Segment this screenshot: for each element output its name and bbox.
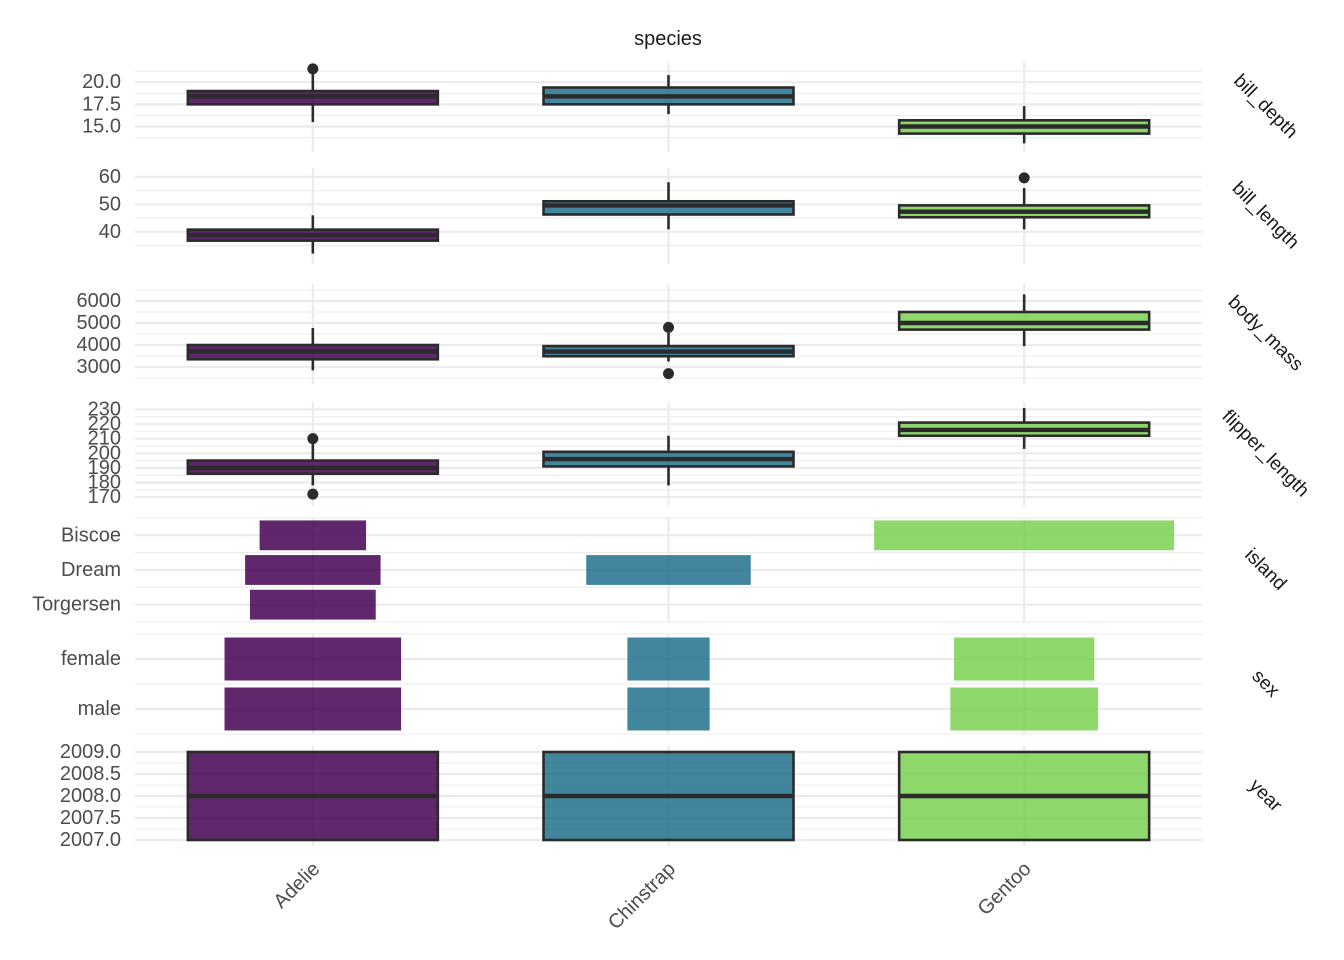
bar-sex-chinstrap-male xyxy=(627,687,710,731)
box-body-mass-gentoo xyxy=(897,294,1151,347)
facet-sex: sex female male xyxy=(61,633,1284,735)
y-tick-label-flipper-length: 190 xyxy=(88,457,121,479)
y-tick-label-sex: male xyxy=(78,698,121,720)
box-flipper-length-gentoo xyxy=(897,408,1151,449)
y-tick-label-year: 2007.0 xyxy=(60,829,121,851)
facet-bill-depth: bill_depth 15.017.520.0 xyxy=(82,62,1302,152)
y-tick-label-bill-length: 50 xyxy=(99,193,121,215)
y-tick-label-year: 2008.0 xyxy=(60,785,121,807)
facet-label-island: island xyxy=(1240,545,1290,595)
y-tick-label-year: 2009.0 xyxy=(60,741,121,763)
box-year-chinstrap xyxy=(542,750,795,842)
box-bill-length-gentoo xyxy=(897,172,1151,230)
y-tick-label-island: Torgersen xyxy=(32,594,121,616)
x-tick-label-adelie: Adelie xyxy=(269,858,324,913)
facet-island: island Biscoe Dream Torgersen xyxy=(32,517,1290,623)
facet-label-bill-depth: bill_depth xyxy=(1229,70,1301,142)
y-tick-label-island: Biscoe xyxy=(61,524,121,546)
box-flipper-length-adelie xyxy=(186,433,440,500)
y-tick-label-flipper-length: 170 xyxy=(88,486,121,508)
outlier-point xyxy=(307,488,319,500)
y-tick-label-body-mass: 6000 xyxy=(77,290,122,312)
outlier-point xyxy=(1018,172,1030,184)
y-tick-label-bill-depth: 15.0 xyxy=(82,116,121,138)
y-tick-label-flipper-length: 200 xyxy=(88,442,121,464)
box-year-adelie xyxy=(186,750,440,842)
y-tick-label-bill-depth: 17.5 xyxy=(82,93,121,115)
facet-label-body-mass: body_mass xyxy=(1224,292,1308,376)
outlier-point xyxy=(663,368,674,380)
y-tick-label-island: Dream xyxy=(61,559,121,581)
box-flipper-length-chinstrap xyxy=(542,435,795,486)
outlier-point xyxy=(307,433,319,445)
bar-sex-gentoo-female xyxy=(954,637,1095,681)
y-tick-label-year: 2007.5 xyxy=(60,807,121,829)
y-tick-label-flipper-length: 220 xyxy=(88,413,121,435)
plot-layer: bill_depth15.017.520.0bill_length405060b… xyxy=(32,62,1313,934)
box-bill-length-adelie xyxy=(186,215,440,254)
chart-title: species xyxy=(634,28,702,50)
bar-sex-adelie-male xyxy=(224,687,402,731)
bar-island-gentoo-biscoe xyxy=(874,520,1175,551)
bar-island-adelie-biscoe xyxy=(259,520,367,551)
facet-label-sex: sex xyxy=(1247,666,1283,702)
box-bill-depth-adelie xyxy=(186,63,440,123)
box-bill-depth-chinstrap xyxy=(542,75,795,115)
bar-island-chinstrap-dream xyxy=(586,555,751,585)
facet-label-year: year xyxy=(1245,775,1286,816)
outlier-point xyxy=(663,321,674,333)
box-bill-length-chinstrap xyxy=(542,182,795,230)
box-year-gentoo xyxy=(897,750,1151,842)
bar-sex-gentoo-male xyxy=(950,687,1098,731)
box-body-mass-adelie xyxy=(186,327,440,371)
y-tick-label-year: 2008.5 xyxy=(60,763,121,785)
y-tick-label-bill-depth: 20.0 xyxy=(82,71,121,93)
bar-sex-adelie-female xyxy=(224,637,402,681)
y-tick-label-bill-length: 40 xyxy=(99,221,121,243)
y-tick-label-flipper-length: 210 xyxy=(88,428,121,450)
box-body-mass-chinstrap xyxy=(542,321,795,380)
outlier-point xyxy=(307,63,319,75)
y-tick-label-sex: female xyxy=(61,648,121,670)
bar-island-adelie-dream xyxy=(245,555,381,585)
y-tick-label-bill-length: 60 xyxy=(99,166,121,188)
y-tick-label-flipper-length: 180 xyxy=(88,471,121,493)
y-tick-label-body-mass: 3000 xyxy=(77,356,122,378)
bar-sex-chinstrap-female xyxy=(627,637,710,681)
x-tick-label-gentoo: Gentoo xyxy=(974,858,1036,920)
y-tick-label-flipper-length: 230 xyxy=(88,398,121,420)
facet-bill-length: bill_length 40 50 60 xyxy=(99,166,1303,264)
facet-label-bill-length: bill_length xyxy=(1228,178,1303,253)
facet-label-flipper-length: flipper_length xyxy=(1218,406,1314,502)
box-bill-depth-gentoo xyxy=(897,106,1151,144)
x-tick-label-chinstrap: Chinstrap xyxy=(604,858,680,934)
y-tick-label-body-mass: 5000 xyxy=(77,312,122,334)
bar-island-adelie-torgersen xyxy=(249,589,376,620)
y-tick-label-body-mass: 4000 xyxy=(77,334,122,356)
